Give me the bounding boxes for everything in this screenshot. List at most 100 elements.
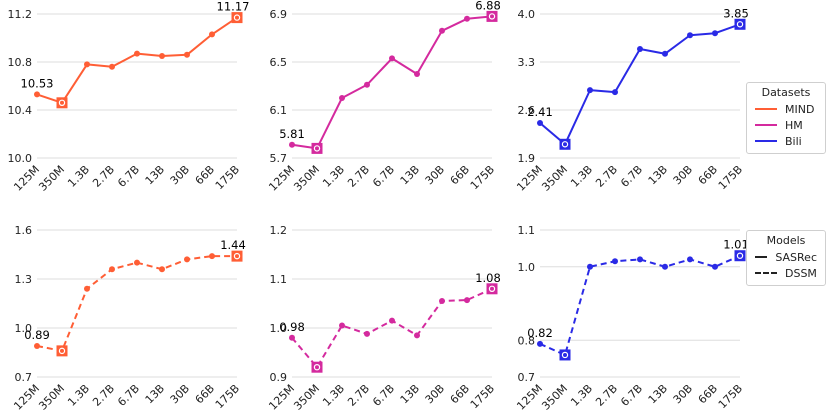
y-tick-label: 4.0 <box>518 8 536 21</box>
x-tick-label: 125M <box>514 163 545 194</box>
data-point <box>389 55 395 62</box>
y-tick-label: 1.3 <box>15 273 33 286</box>
y-tick-label: 3.3 <box>518 56 536 69</box>
data-point <box>134 50 140 57</box>
data-label: 5.81 <box>279 127 305 141</box>
x-tick-label: 175B <box>468 382 497 411</box>
legend-label-hm: HM <box>785 118 803 132</box>
data-point <box>134 259 140 266</box>
highlight-marker <box>311 361 323 373</box>
data-point <box>339 322 345 329</box>
data-point <box>637 45 643 52</box>
x-tick-label: 175B <box>716 382 745 411</box>
y-tick-label: 1.0 <box>270 322 288 335</box>
data-point <box>687 32 693 39</box>
highlight-marker-inner <box>313 145 321 152</box>
data-point <box>537 340 543 347</box>
data-label: 10.53 <box>21 76 54 90</box>
data-point <box>464 15 470 22</box>
highlight-marker-inner <box>561 351 569 359</box>
legend-swatch-hm <box>755 124 777 126</box>
highlight-marker-inner <box>736 21 744 28</box>
data-point <box>687 256 693 263</box>
data-point <box>587 87 593 94</box>
legend-item-hm: HM <box>755 117 817 133</box>
highlight-marker-inner <box>313 364 321 371</box>
highlight-marker-inner <box>561 141 569 148</box>
x-tick-label: 1.3B <box>320 163 347 190</box>
x-tick-label: 6.7B <box>618 382 645 409</box>
x-tick-label: 30B <box>423 382 447 406</box>
data-point <box>364 81 370 88</box>
x-tick-label: 350M <box>539 382 570 411</box>
x-tick-label: 175B <box>213 382 242 411</box>
data-point <box>414 332 420 339</box>
highlight-marker <box>231 250 243 262</box>
x-tick-label: 1.3B <box>568 163 595 190</box>
highlight-marker <box>559 349 571 361</box>
data-point <box>637 256 643 263</box>
models-legend-title: Models <box>766 234 806 247</box>
data-point <box>209 253 215 260</box>
data-label: 6.88 <box>475 0 501 12</box>
series-line <box>291 15 493 150</box>
data-point <box>34 342 40 349</box>
x-tick-label: 2.7B <box>345 163 372 190</box>
x-tick-label: 13B <box>646 163 670 187</box>
data-point <box>109 266 115 273</box>
y-tick-label: 10.4 <box>8 104 33 117</box>
legend-swatch-bili <box>755 140 777 142</box>
data-point <box>389 317 395 324</box>
y-tick-label: 1.6 <box>15 224 33 237</box>
legend-label-dssm: DSSM <box>785 266 817 280</box>
x-tick-label: 2.7B <box>90 382 117 409</box>
legend-label-sasrec: SASRec <box>775 250 817 264</box>
data-point <box>464 297 470 304</box>
x-tick-label: 6.7B <box>370 382 397 409</box>
data-point <box>612 89 618 96</box>
data-point <box>84 285 90 292</box>
highlight-marker-inner <box>58 347 66 355</box>
data-point <box>364 330 370 337</box>
x-tick-label: 13B <box>143 382 167 406</box>
x-tick-label: 30B <box>423 163 447 187</box>
highlight-marker-inner <box>58 99 66 107</box>
x-tick-label: 125M <box>266 382 297 411</box>
data-point <box>184 51 190 58</box>
y-tick-label: 6.9 <box>270 8 288 21</box>
data-point <box>209 31 215 38</box>
highlight-marker <box>56 97 68 109</box>
data-point <box>662 50 668 57</box>
y-tick-label: 1.2 <box>270 224 288 237</box>
y-tick-label: 0.7 <box>518 371 536 384</box>
highlight-marker-inner <box>488 285 496 292</box>
x-tick-label: 350M <box>291 163 322 194</box>
x-tick-label: 13B <box>398 163 422 187</box>
data-point <box>289 334 295 341</box>
x-tick-label: 1.3B <box>65 163 92 190</box>
data-point <box>587 263 593 270</box>
data-point <box>184 256 190 263</box>
highlight-marker <box>486 10 498 22</box>
x-tick-label: 1.3B <box>320 382 347 409</box>
x-tick-label: 2.7B <box>90 163 117 190</box>
x-tick-label: 125M <box>266 163 297 194</box>
legend-label-mind: MIND <box>785 102 815 116</box>
x-tick-label: 175B <box>213 163 242 192</box>
x-tick-label: 1.3B <box>568 382 595 409</box>
x-tick-label: 6.7B <box>618 163 645 190</box>
y-tick-label: 0.7 <box>15 371 33 384</box>
data-point <box>662 263 668 270</box>
x-tick-label: 125M <box>11 163 42 194</box>
x-tick-label: 2.7B <box>593 382 620 409</box>
highlight-marker-inner <box>736 252 744 259</box>
models-legend: Models SASRec DSSM <box>746 230 826 286</box>
data-point <box>414 71 420 77</box>
x-tick-label: 125M <box>514 382 545 411</box>
x-tick-label: 350M <box>36 163 67 194</box>
data-point <box>712 263 718 270</box>
